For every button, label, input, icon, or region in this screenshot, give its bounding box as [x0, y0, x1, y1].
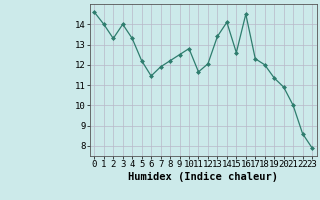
- X-axis label: Humidex (Indice chaleur): Humidex (Indice chaleur): [128, 172, 278, 182]
